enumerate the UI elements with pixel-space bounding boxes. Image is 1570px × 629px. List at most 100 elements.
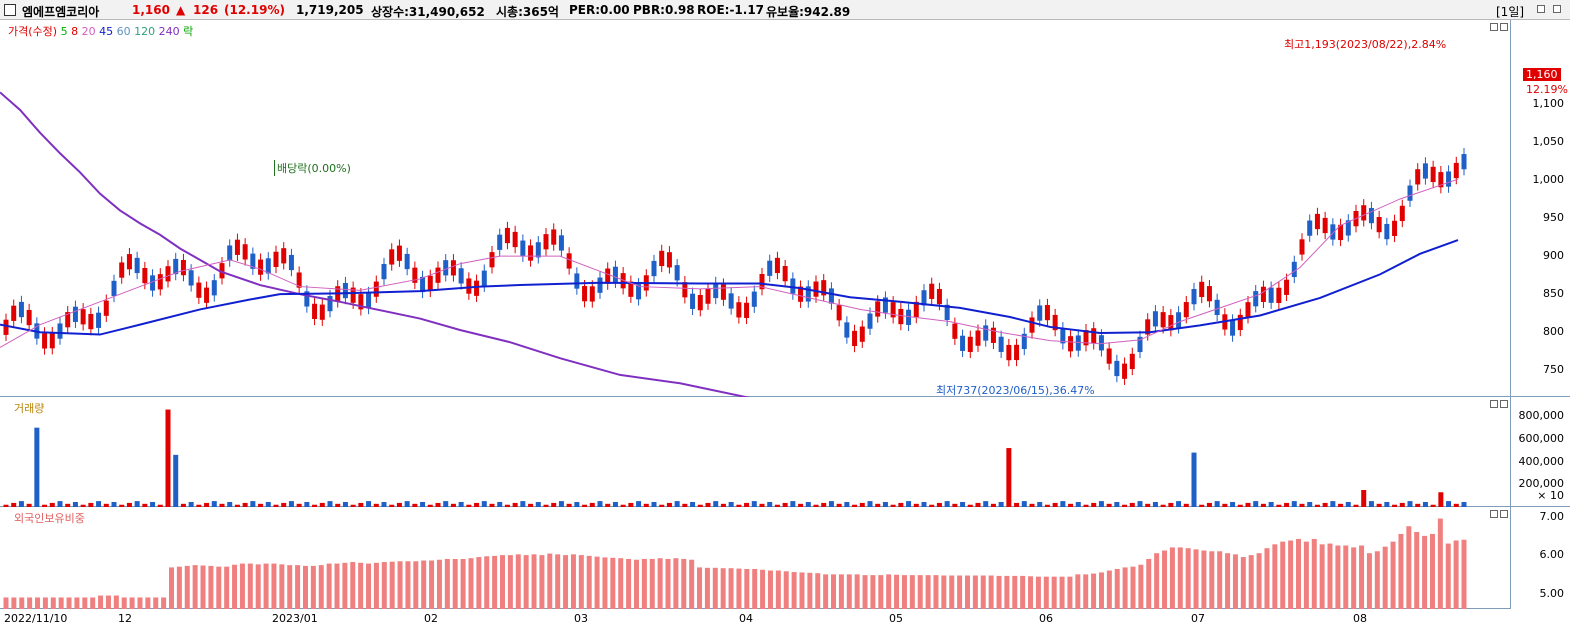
volume-bar: [682, 503, 688, 507]
volume-bar: [589, 502, 595, 507]
pane-close-icon[interactable]: [1500, 23, 1508, 31]
foreign-bar: [176, 566, 182, 609]
candle-body: [720, 284, 726, 300]
price-tick: 750: [1543, 363, 1564, 377]
foreign-bar: [941, 575, 947, 609]
foreign-bar: [791, 572, 797, 609]
price-axis: 1,100 1,050 1,000 950 900 850 800 750 1,160 12.…: [1510, 20, 1570, 397]
foreign-bar: [255, 564, 261, 609]
volume-minimize-icon[interactable]: [1490, 400, 1498, 408]
foreign-bar: [1201, 550, 1207, 609]
volume-bar: [1152, 502, 1158, 507]
foreign-bar: [11, 597, 17, 609]
volume-bar: [967, 504, 973, 507]
date-tick: 07: [1191, 612, 1205, 625]
volume-bar: [975, 502, 981, 507]
volume-bar: [983, 501, 989, 507]
candle-body: [736, 302, 742, 318]
foreign-bar: [19, 597, 25, 609]
foreign-bar: [1020, 575, 1026, 609]
volume-close-icon[interactable]: [1500, 400, 1508, 408]
volume-bar: [1044, 504, 1050, 507]
candle-body: [1291, 261, 1297, 278]
volume-bar: [1191, 452, 1197, 507]
foreign-bar: [815, 573, 821, 609]
volume-bar: [1245, 502, 1251, 507]
date-tick: 2023/01: [272, 612, 318, 625]
foreign-bar: [121, 597, 127, 609]
volume-bar: [165, 409, 171, 507]
candle-body: [1075, 335, 1081, 351]
volume-bar: [381, 502, 387, 507]
volume-bar: [335, 503, 341, 507]
candle-body: [489, 252, 495, 268]
foreign-bar: [1067, 576, 1073, 609]
foreign-bar: [389, 561, 395, 609]
foreign-bar: [1012, 575, 1018, 609]
volume-bar: [142, 503, 148, 507]
foreign-bar: [1209, 551, 1215, 609]
volume-bar: [327, 501, 333, 507]
volume-bar: [1160, 504, 1166, 507]
select-checkbox[interactable]: [4, 4, 16, 16]
foreign-bar: [145, 597, 151, 609]
volume-bar: [1361, 490, 1367, 507]
volume-bar: [582, 504, 588, 507]
period-selector[interactable]: [1일]: [1496, 5, 1525, 19]
foreign-axis: 7.00 6.00 5.00: [1510, 507, 1570, 609]
foreign-bar: [1295, 538, 1301, 609]
volume-bar: [867, 501, 873, 507]
volume-bar: [929, 504, 935, 507]
foreign-bar: [1264, 548, 1270, 609]
volume-bar: [358, 502, 364, 507]
foreign-bar: [1004, 575, 1010, 609]
foreign-bar: [555, 554, 561, 609]
candle-body: [72, 306, 78, 322]
foreign-bar: [129, 597, 135, 609]
volume-bar: [798, 503, 804, 507]
close-icon[interactable]: [1553, 5, 1561, 13]
price-chart-pane[interactable]: 가격(수정) 5 8 20 45 60 120 240 락 최고1,193(20…: [0, 20, 1510, 397]
foreign-bar: [460, 558, 466, 609]
foreign-close-icon[interactable]: [1500, 510, 1508, 518]
foreign-ownership-pane[interactable]: 외국인보유비중: [0, 507, 1510, 609]
candle-body: [1021, 333, 1027, 350]
candle-body: [111, 280, 117, 297]
foreign-bar: [184, 565, 190, 609]
candle-body: [242, 244, 248, 260]
foreign-bar: [1193, 549, 1199, 609]
volume-bar: [906, 501, 912, 507]
volume-bar: [1430, 504, 1436, 507]
foreign-bar: [397, 561, 403, 609]
foreign-bar: [287, 565, 293, 609]
candle-body: [1453, 162, 1459, 179]
foreign-bar: [626, 558, 632, 609]
volume-bar: [728, 502, 734, 507]
price-chart: [0, 91, 1467, 397]
price-legend: 가격(수정) 5 8 20 45 60 120 240 락: [8, 23, 193, 39]
minimize-icon[interactable]: [1537, 5, 1545, 13]
volume-bar: [1314, 504, 1320, 507]
volume-bar: [1230, 502, 1236, 507]
stock-name[interactable]: 엠에프엠코리아: [22, 5, 100, 19]
volume-bar: [211, 501, 217, 507]
foreign-ownership-chart: [3, 518, 1467, 609]
price-tick: 900: [1543, 249, 1564, 263]
foreign-bar: [610, 557, 616, 609]
candle-body: [805, 286, 811, 302]
foreign-bar: [689, 559, 695, 609]
volume-bar: [790, 501, 796, 507]
pane-minimize-icon[interactable]: [1490, 23, 1498, 31]
volume-bar: [1222, 503, 1228, 507]
foreign-bar: [350, 562, 356, 609]
foreign-bar: [1106, 570, 1112, 609]
foreign-bar: [1374, 551, 1380, 609]
candle-body: [312, 303, 318, 320]
foreign-bar: [760, 569, 766, 609]
market-cap: 시총:365억: [496, 5, 559, 19]
foreign-bar: [42, 597, 48, 609]
volume-bar: [1168, 502, 1174, 507]
volume-bar: [705, 502, 711, 507]
foreign-minimize-icon[interactable]: [1490, 510, 1498, 518]
volume-pane[interactable]: 거래량: [0, 397, 1510, 507]
